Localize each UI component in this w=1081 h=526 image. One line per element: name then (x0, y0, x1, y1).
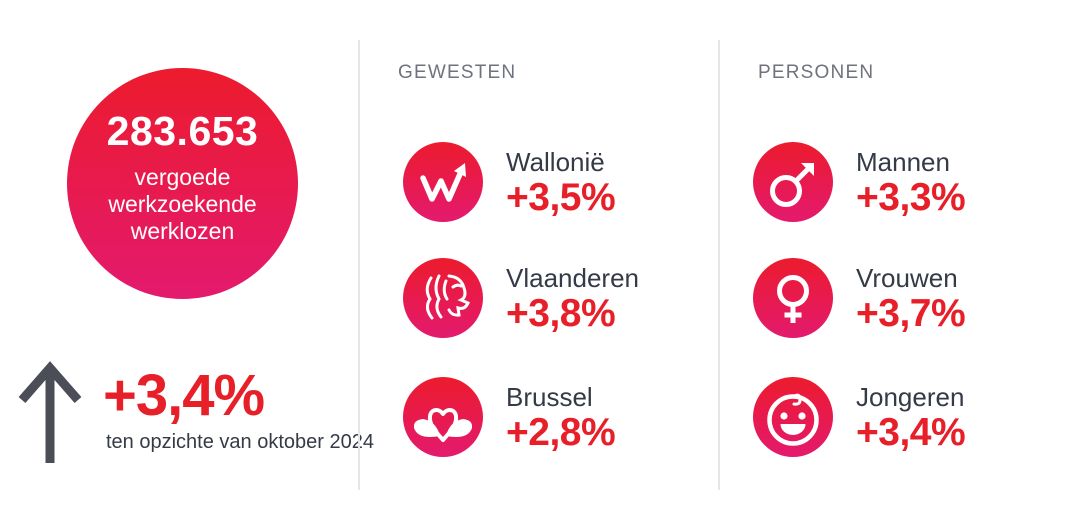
section-title-personen: PERSONEN (758, 62, 875, 83)
stat-label: Brussel (506, 381, 593, 412)
total-label-line: werklozen (130, 218, 235, 244)
section-divider (358, 40, 360, 490)
stat-row-brussel: Brussel +2,8% (403, 377, 616, 457)
section-divider (718, 40, 720, 490)
stat-label: Jongeren (856, 381, 965, 412)
total-label-line: vergoede (134, 164, 231, 190)
stat-value: +3,7% (856, 291, 966, 335)
stat-label: Mannen (856, 146, 950, 177)
total-value: 283.653 (106, 108, 259, 154)
stat-value: +3,3% (856, 175, 966, 219)
total-label: vergoede werkzoekende werklozen (108, 164, 256, 245)
stat-value: +3,4% (856, 410, 966, 454)
up-arrow-icon (18, 361, 82, 463)
total-circle: 283.653 vergoede werkzoekende werklozen (67, 68, 298, 299)
wallonia-icon (403, 142, 483, 222)
section-title-gewesten: GEWESTEN (398, 62, 517, 83)
female-icon (753, 258, 833, 338)
brussels-icon (403, 377, 483, 457)
stat-row-wallonie: Wallonië +3,5% (403, 142, 616, 222)
flanders-icon (403, 258, 483, 338)
stat-label: Wallonië (506, 146, 605, 177)
stat-value: +2,8% (506, 410, 616, 454)
stat-row-vrouwen: Vrouwen +3,7% (753, 258, 966, 338)
total-change-caption: ten opzichte van oktober 2024 (106, 431, 374, 453)
stat-row-jongeren: Jongeren +3,4% (753, 377, 966, 457)
stat-value: +3,5% (506, 175, 616, 219)
stat-label: Vrouwen (856, 262, 958, 293)
stat-value: +3,8% (506, 291, 616, 335)
stat-label: Vlaanderen (506, 262, 639, 293)
stat-row-vlaanderen: Vlaanderen +3,8% (403, 258, 639, 338)
total-change-value: +3,4% (103, 363, 265, 428)
total-label-line: werkzoekende (108, 191, 257, 217)
baby-icon (753, 377, 833, 457)
stat-row-mannen: Mannen +3,3% (753, 142, 966, 222)
male-icon (753, 142, 833, 222)
